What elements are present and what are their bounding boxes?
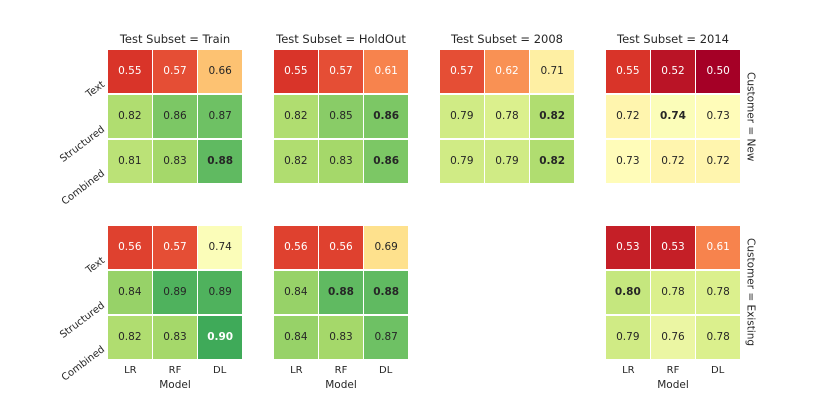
cell-text-lr: 0.55 [274, 50, 318, 94]
cell-combined-rf: 0.72 [651, 139, 695, 183]
cell-combined-rf: 0.83 [319, 315, 363, 359]
heatmap-holdout-new: 0.55 0.57 0.61 0.82 0.85 0.86 0.82 0.83 0.86 [274, 50, 408, 183]
cell-text-rf: 0.57 [319, 50, 363, 94]
facet-title-2008: Test Subset = 2008 [451, 32, 563, 46]
cell-combined-dl: 0.87 [364, 315, 408, 359]
cell-combined-lr: 0.81 [108, 139, 152, 183]
cell-text-dl: 0.69 [364, 226, 408, 270]
cell-combined-rf: 0.83 [153, 315, 197, 359]
x-axis-label-model: Model [657, 379, 689, 391]
cell-text-rf: 0.57 [153, 226, 197, 270]
heatmap-2014-new: 0.55 0.52 0.50 0.72 0.74 0.73 0.73 0.72 0.72 [606, 50, 740, 183]
xtick-lr: LR [290, 365, 303, 376]
cell-combined-lr: 0.73 [606, 139, 650, 183]
cell-combined-dl: 0.82 [530, 139, 574, 183]
cell-structured-rf: 0.78 [651, 270, 695, 315]
cell-structured-dl: 0.87 [198, 94, 242, 139]
cell-text-lr: 0.56 [274, 226, 318, 270]
cell-text-dl: 0.61 [364, 50, 408, 94]
cell-combined-dl: 0.72 [696, 139, 740, 183]
cell-structured-lr: 0.82 [108, 94, 152, 139]
cell-text-dl: 0.74 [198, 226, 242, 270]
cell-combined-rf: 0.83 [153, 139, 197, 183]
xtick-rf: RF [168, 365, 182, 376]
heatmap-train-new: 0.55 0.57 0.66 0.82 0.86 0.87 0.81 0.83 0.88 [108, 50, 242, 183]
cell-structured-dl: 0.82 [530, 94, 574, 139]
cell-text-lr: 0.57 [440, 50, 484, 94]
facet-title-2014: Test Subset = 2014 [617, 32, 729, 46]
cell-text-lr: 0.56 [108, 226, 152, 270]
cell-text-rf: 0.53 [651, 226, 695, 270]
cell-combined-lr: 0.82 [274, 139, 318, 183]
cell-structured-lr: 0.82 [274, 94, 318, 139]
cell-text-rf: 0.52 [651, 50, 695, 94]
x-axis-label-model: Model [325, 379, 357, 391]
xtick-rf: RF [666, 365, 680, 376]
heatmap-holdout-existing: 0.56 0.56 0.69 0.84 0.88 0.88 0.84 0.83 0.87 [274, 226, 408, 359]
row-label-existing: Customer = Existing [744, 238, 757, 347]
cell-combined-dl: 0.86 [364, 139, 408, 183]
heatmap-train-existing: 0.56 0.57 0.74 0.84 0.89 0.89 0.82 0.83 0.90 [108, 226, 242, 359]
cell-structured-dl: 0.86 [364, 94, 408, 139]
cell-text-rf: 0.56 [319, 226, 363, 270]
cell-text-rf: 0.57 [153, 50, 197, 94]
cell-structured-rf: 0.74 [651, 94, 695, 139]
xtick-lr: LR [622, 365, 635, 376]
heatmap-2014-existing: 0.53 0.53 0.61 0.80 0.78 0.78 0.79 0.76 0.78 [606, 226, 740, 359]
cell-combined-rf: 0.76 [651, 315, 695, 359]
cell-structured-rf: 0.78 [485, 94, 529, 139]
cell-text-dl: 0.71 [530, 50, 574, 94]
cell-combined-dl: 0.88 [198, 139, 242, 183]
heatmap-2008-new: 0.57 0.62 0.71 0.79 0.78 0.82 0.79 0.79 0.82 [440, 50, 574, 183]
cell-structured-dl: 0.78 [696, 270, 740, 315]
cell-structured-lr: 0.72 [606, 94, 650, 139]
cell-structured-lr: 0.80 [606, 270, 650, 315]
cell-text-dl: 0.50 [696, 50, 740, 94]
cell-structured-rf: 0.88 [319, 270, 363, 315]
cell-combined-lr: 0.82 [108, 315, 152, 359]
cell-text-lr: 0.55 [108, 50, 152, 94]
cell-structured-rf: 0.89 [153, 270, 197, 315]
xtick-lr: LR [124, 365, 137, 376]
xtick-rf: RF [334, 365, 348, 376]
cell-structured-dl: 0.88 [364, 270, 408, 315]
cell-combined-lr: 0.79 [606, 315, 650, 359]
cell-structured-rf: 0.86 [153, 94, 197, 139]
cell-structured-lr: 0.84 [108, 270, 152, 315]
cell-combined-lr: 0.79 [440, 139, 484, 183]
cell-text-dl: 0.66 [198, 50, 242, 94]
cell-structured-dl: 0.73 [696, 94, 740, 139]
x-axis-label-model: Model [159, 379, 191, 391]
cell-combined-rf: 0.83 [319, 139, 363, 183]
cell-combined-lr: 0.84 [274, 315, 318, 359]
facet-title-holdout: Test Subset = HoldOut [276, 32, 406, 46]
cell-structured-dl: 0.89 [198, 270, 242, 315]
cell-text-lr: 0.53 [606, 226, 650, 270]
cell-combined-dl: 0.90 [198, 315, 242, 359]
xtick-dl: DL [379, 365, 393, 376]
cell-structured-lr: 0.79 [440, 94, 484, 139]
cell-combined-dl: 0.78 [696, 315, 740, 359]
facet-title-train: Test Subset = Train [119, 32, 231, 46]
cell-text-dl: 0.61 [696, 226, 740, 270]
cell-text-lr: 0.55 [606, 50, 650, 94]
cell-structured-lr: 0.84 [274, 270, 318, 315]
xtick-dl: DL [213, 365, 227, 376]
xtick-dl: DL [711, 365, 725, 376]
cell-combined-rf: 0.79 [485, 139, 529, 183]
cell-structured-rf: 0.85 [319, 94, 363, 139]
row-label-new: Customer = New [744, 71, 757, 162]
cell-text-rf: 0.62 [485, 50, 529, 94]
